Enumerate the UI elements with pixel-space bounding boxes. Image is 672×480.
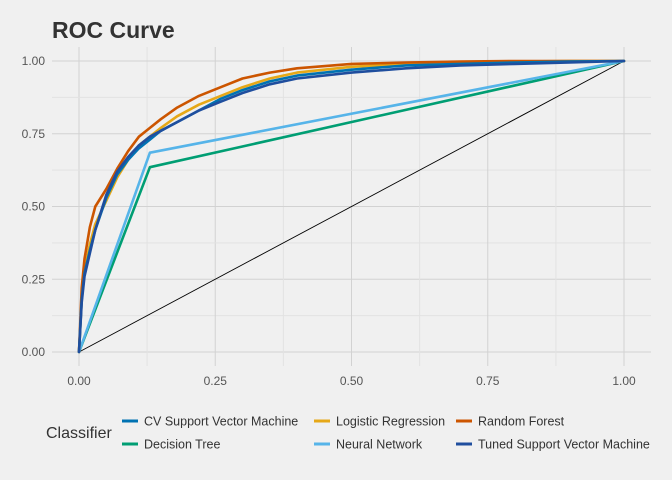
reference-diagonal: [78, 60, 625, 353]
legend-title: Classifier: [46, 425, 112, 442]
x-tick-label: 0.50: [340, 374, 364, 388]
y-tick-label: 0.25: [22, 272, 46, 286]
x-tick-label: 0.25: [204, 374, 228, 388]
x-tick-label: 0.00: [67, 374, 91, 388]
x-axis-ticks: 0.00 0.25 0.50 0.75 1.00: [67, 374, 636, 388]
legend-label-tuned-support-vector-machine: Tuned Support Vector Machine: [478, 438, 650, 452]
chart-title: ROC Curve: [52, 17, 175, 43]
legend-label-random-forest: Random Forest: [478, 415, 565, 429]
legend-label-neural-network: Neural Network: [336, 438, 423, 452]
y-tick-label: 1.00: [22, 54, 46, 68]
series-line-neural-network: [77, 59, 626, 354]
legend: Classifier CV Support Vector Machine Logi…: [46, 415, 650, 452]
y-tick-label: 0.50: [22, 200, 46, 214]
y-tick-label: 0.75: [22, 127, 46, 141]
legend-label-decision-tree: Decision Tree: [144, 438, 220, 452]
y-tick-label: 0.00: [22, 345, 46, 359]
series-lines: [77, 59, 626, 354]
series-line-decision-tree: [77, 59, 626, 354]
x-tick-label: 1.00: [612, 374, 636, 388]
legend-label-logistic-regression: Logistic Regression: [336, 415, 445, 429]
x-tick-label: 0.75: [476, 374, 500, 388]
series-line-tuned-support-vector-machine: [77, 59, 626, 354]
legend-label-cv-support-vector-machine: CV Support Vector Machine: [144, 415, 298, 429]
series-line-random-forest: [77, 59, 626, 354]
reference-line: [78, 60, 625, 353]
y-axis-ticks: 0.00 0.25 0.50 0.75 1.00: [22, 54, 46, 359]
